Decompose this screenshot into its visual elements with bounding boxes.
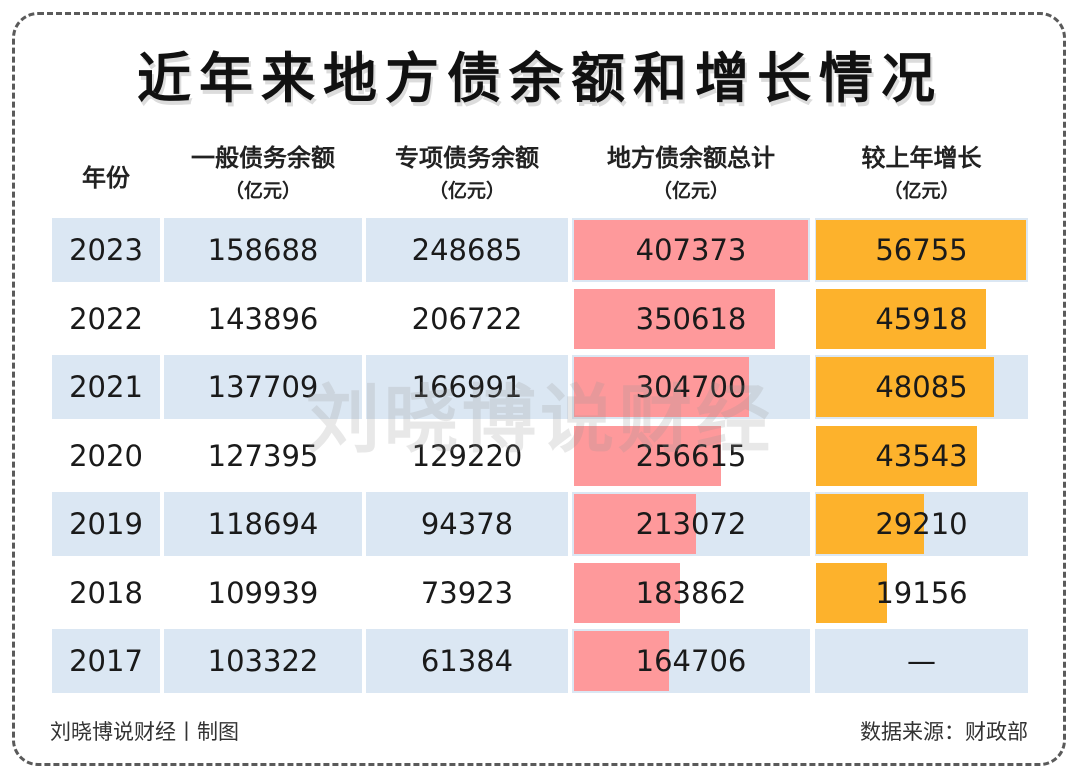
cell-special: 129220	[411, 439, 523, 473]
growth-data-bar	[816, 289, 986, 349]
cell-growth: 19156	[875, 576, 968, 610]
cell-total: 256615	[635, 439, 747, 473]
cell-special: 61384	[420, 644, 514, 678]
cell-year-bg	[52, 218, 160, 282]
header-growth: 较上年增长 （亿元）	[815, 142, 1028, 208]
table-row: 2022 143896 206722 350618 45918	[52, 287, 1028, 351]
cell-general: 137709	[207, 370, 319, 404]
cell-general: 127395	[207, 439, 319, 473]
cell-general-bg	[164, 218, 362, 282]
table-row: 2018 109939 73923 183862 19156	[52, 561, 1028, 625]
header-total-unit: （亿元）	[652, 180, 729, 202]
growth-data-bar	[816, 426, 977, 486]
cell-year: 2019	[69, 507, 143, 541]
table-row: 2017 103322 61384 164706 —	[52, 629, 1028, 693]
cell-special: 94378	[420, 507, 514, 541]
cell-general: 158688	[207, 233, 319, 267]
cell-special-bg	[366, 355, 568, 419]
total-data-bar	[574, 563, 680, 623]
cell-growth-bg	[815, 629, 1028, 693]
cell-year-bg	[52, 492, 160, 556]
dashed-frame	[12, 12, 1066, 766]
total-data-bar	[574, 220, 808, 280]
cell-special: 73923	[420, 576, 514, 610]
cell-general-bg	[164, 355, 362, 419]
cell-total: 304700	[635, 370, 747, 404]
cell-general: 143896	[207, 302, 319, 336]
cell-total: 213072	[635, 507, 747, 541]
cell-year-bg	[52, 355, 160, 419]
cell-total: 183862	[635, 576, 747, 610]
growth-data-bar	[816, 494, 924, 554]
header-total-label: 地方债余额总计	[607, 144, 775, 172]
header-year: 年份	[82, 164, 130, 192]
header-general-label: 一般债务余额	[191, 144, 335, 172]
growth-data-bar	[816, 220, 1026, 280]
cell-special: 248685	[411, 233, 523, 267]
growth-data-bar	[816, 357, 994, 417]
cell-growth: 29210	[875, 507, 968, 541]
cell-year: 2020	[69, 439, 143, 473]
chart-title: 近年来地方债余额和增长情况	[137, 46, 943, 110]
cell-special-bg	[366, 218, 568, 282]
cell-general: 118694	[207, 507, 319, 541]
cell-general: 109939	[207, 576, 319, 610]
header-general: 一般债务余额 （亿元）	[164, 142, 362, 208]
cell-year: 2018	[69, 576, 143, 610]
cell-total: 407373	[635, 233, 747, 267]
header-special: 专项债务余额 （亿元）	[366, 142, 568, 208]
total-data-bar	[574, 631, 669, 691]
cell-growth: 43543	[875, 439, 968, 473]
header-special-label: 专项债务余额	[395, 144, 539, 172]
cell-special: 206722	[411, 302, 523, 336]
cell-growth: 48085	[875, 370, 968, 404]
table-row: 2021 137709 166991 304700 48085	[52, 355, 1028, 419]
cell-year: 2022	[69, 302, 143, 336]
cell-year-bg	[52, 629, 160, 693]
footer-credit: 刘晓博说财经丨制图	[50, 720, 239, 744]
header-growth-unit: （亿元）	[883, 180, 960, 202]
growth-data-bar	[816, 563, 887, 623]
cell-year: 2017	[69, 644, 143, 678]
cell-growth: —	[907, 644, 936, 678]
total-data-bar	[574, 494, 696, 554]
cell-growth: 45918	[875, 302, 968, 336]
header-general-unit: （亿元）	[224, 180, 301, 202]
table-row: 2020 127395 129220 256615 43543	[52, 424, 1028, 488]
table-row: 2023 158688 248685 407373 56755	[52, 218, 1028, 282]
header-growth-label: 较上年增长	[861, 144, 982, 172]
cell-general: 103322	[207, 644, 319, 678]
cell-special-bg	[366, 629, 568, 693]
cell-total: 350618	[635, 302, 747, 336]
table-row: 2019 118694 94378 213072 29210	[52, 492, 1028, 556]
total-data-bar	[574, 426, 721, 486]
cell-special-bg	[366, 492, 568, 556]
cell-year: 2021	[69, 370, 143, 404]
footer-source: 数据来源：财政部	[860, 720, 1028, 744]
cell-general-bg	[164, 492, 362, 556]
cell-growth: 56755	[875, 233, 968, 267]
header-special-unit: （亿元）	[428, 180, 505, 202]
cell-year: 2023	[69, 233, 143, 267]
total-data-bar	[574, 357, 749, 417]
cell-special: 166991	[411, 370, 523, 404]
header-total: 地方债余额总计 （亿元）	[572, 142, 810, 208]
total-data-bar	[574, 289, 775, 349]
cell-total: 164706	[635, 644, 747, 678]
cell-general-bg	[164, 629, 362, 693]
